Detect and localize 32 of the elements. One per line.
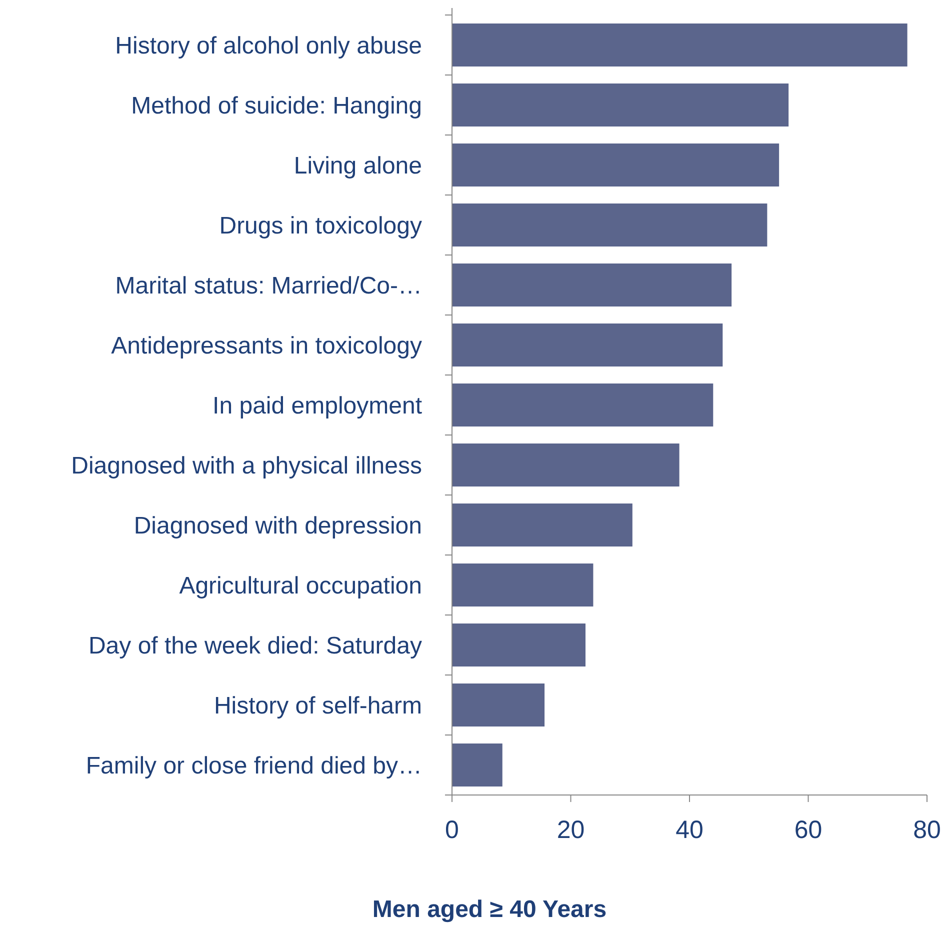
bar [452, 564, 594, 606]
bar [452, 744, 502, 786]
y-tick-label: Day of the week died: Saturday [88, 632, 422, 660]
y-tick-label: Diagnosed with a physical illness [71, 452, 422, 480]
y-tick-label: Antidepressants in toxicology [111, 332, 422, 360]
y-tick-label: Diagnosed with depression [134, 512, 422, 540]
bar [452, 504, 632, 546]
bar [452, 324, 723, 366]
bar [452, 264, 732, 306]
x-tick-label: 0 [445, 816, 459, 844]
bar [452, 84, 789, 126]
x-tick-label: 20 [556, 816, 585, 844]
bar [452, 684, 545, 726]
y-tick-label: Drugs in toxicology [219, 212, 422, 240]
y-tick-label: Agricultural occupation [179, 572, 422, 600]
y-tick-label: History of self-harm [214, 692, 422, 720]
bar [452, 204, 768, 246]
bar [452, 144, 780, 186]
y-tick-label: Marital status: Married/Co-… [115, 272, 422, 300]
x-tick-label: 40 [676, 816, 704, 844]
bar [452, 384, 714, 426]
y-tick-label: Method of suicide: Hanging [131, 92, 422, 120]
y-tick-label: In paid employment [212, 392, 422, 420]
y-tick-label: Family or close friend died by… [86, 752, 422, 780]
y-tick-label: History of alcohol only abuse [115, 32, 422, 60]
bar [452, 24, 908, 66]
bar [452, 444, 680, 486]
x-axis-title: Men aged ≥ 40 Years [372, 896, 607, 923]
x-tick-label: 80 [913, 816, 941, 844]
x-tick-label: 60 [794, 816, 822, 844]
y-tick-label: Living alone [294, 152, 422, 180]
bar [452, 624, 586, 666]
